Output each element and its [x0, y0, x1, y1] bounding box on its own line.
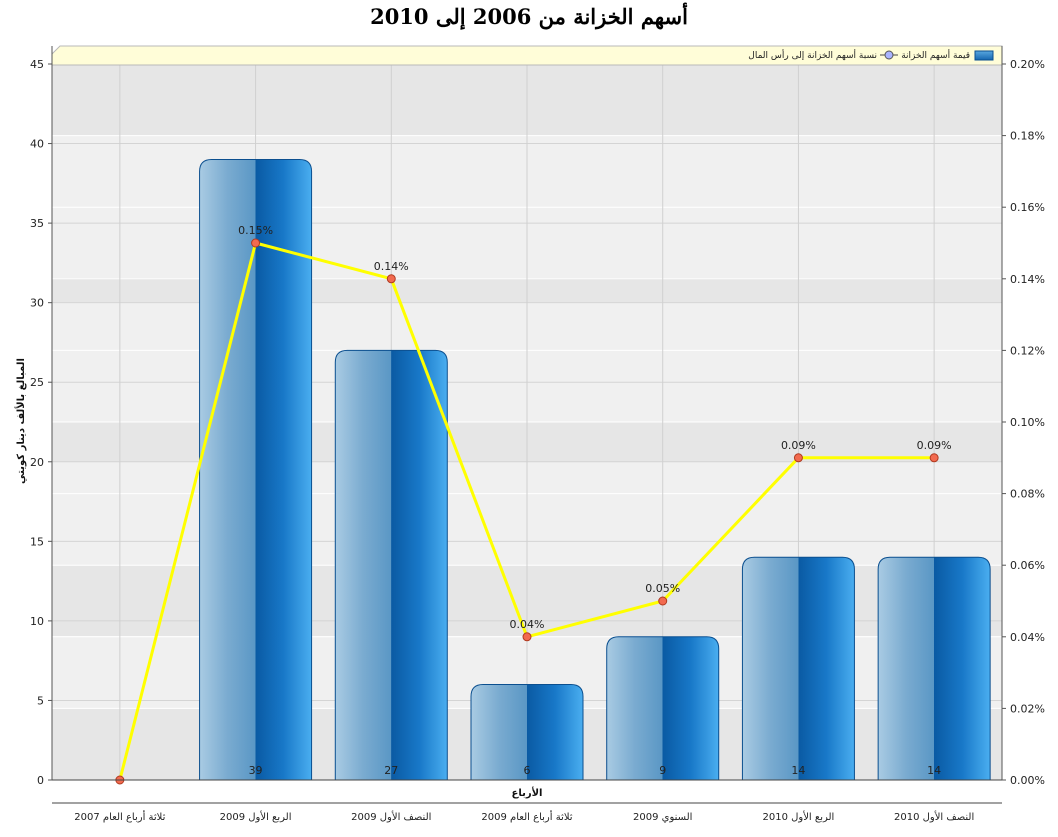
bar-value-label: 14 — [927, 764, 941, 777]
category-labels: ثلاثة أرباع العام 2007 الربع الأول 2009 ال… — [74, 810, 974, 823]
bar-value-label: 39 — [249, 764, 263, 777]
bar-value-label: 27 — [384, 764, 398, 777]
line-series: 0.15% 0.14% 0.04% 0.05% 0.09% 0.09% — [115, 224, 952, 785]
left-tick-label: 5 — [37, 694, 44, 707]
right-tick-label: 0.12% — [1010, 344, 1045, 357]
right-tick-label: 0.18% — [1010, 130, 1045, 143]
bar-data-labels: 39 27 6 9 14 14 — [249, 764, 942, 777]
bar-value-label: 9 — [659, 764, 666, 777]
right-tick-label: 0.02% — [1010, 702, 1045, 715]
category-label: الربع الأول 2010 — [763, 810, 835, 823]
bar-value-label: 14 — [791, 764, 805, 777]
left-tick-label: 35 — [30, 217, 44, 230]
category-label: النصف الأول 2009 — [351, 810, 431, 823]
right-tick-label: 0.10% — [1010, 416, 1045, 429]
right-tick-label: 0.06% — [1010, 559, 1045, 572]
right-tick-label: 0.08% — [1010, 488, 1045, 501]
x-axis-title: الأرباع — [512, 786, 543, 799]
left-axis-ticks: 0 5 10 15 20 25 30 35 40 45 — [30, 58, 52, 787]
left-tick-label: 10 — [30, 615, 44, 628]
bar — [199, 158, 313, 781]
y-axis-title: المبالغ بالألف دينار كويتي — [14, 358, 27, 484]
legend-bar-swatch — [974, 50, 994, 61]
bar — [334, 349, 448, 781]
left-tick-label: 30 — [30, 297, 44, 310]
legend: قيمة أسهم الخزانة نسبة أسهم الخزانة إلى … — [748, 49, 994, 61]
right-tick-label: 0.00% — [1010, 774, 1045, 787]
right-axis-ticks: 0.00% 0.02% 0.04% 0.06% 0.08% 0.10% 0.12% 0.14%… — [1002, 58, 1045, 787]
category-label: النصف الأول 2010 — [894, 810, 974, 823]
chart-title: أسهم الخزانة من 2006 إلى 2010 — [370, 2, 688, 30]
bar-value-label: 6 — [524, 764, 531, 777]
left-tick-label: 40 — [30, 138, 44, 151]
line-value-label: 0.05% — [645, 582, 680, 595]
bar — [470, 684, 584, 781]
legend-bar-label: قيمة أسهم الخزانة — [901, 49, 970, 61]
legend-line-label: نسبة أسهم الخزانة إلى رأس المال — [748, 49, 877, 61]
category-label: ثلاثة أرباع العام 2009 — [481, 810, 572, 823]
legend-line-marker — [884, 50, 894, 60]
left-tick-label: 45 — [30, 58, 44, 71]
left-tick-label: 15 — [30, 535, 44, 548]
bar — [877, 556, 991, 781]
line-point — [929, 453, 939, 463]
legend-box — [51, 45, 1003, 66]
left-tick-label: 20 — [30, 456, 44, 469]
line-point — [793, 453, 803, 463]
right-tick-label: 0.04% — [1010, 631, 1045, 644]
line-value-label: 0.09% — [781, 439, 816, 452]
left-tick-label: 25 — [30, 376, 44, 389]
line-value-label: 0.14% — [374, 260, 409, 273]
left-tick-label: 0 — [37, 774, 44, 787]
right-tick-label: 0.20% — [1010, 58, 1045, 71]
category-label: ثلاثة أرباع العام 2007 — [74, 810, 165, 823]
right-tick-label: 0.14% — [1010, 273, 1045, 286]
line-value-label: 0.04% — [510, 618, 545, 631]
axes — [51, 46, 1003, 804]
line-point — [522, 632, 532, 642]
category-label: السنوي 2009 — [633, 812, 692, 823]
line-point — [658, 596, 668, 606]
line-point — [386, 274, 396, 284]
line-value-label: 0.15% — [238, 224, 273, 237]
bar — [606, 636, 720, 781]
category-label: الربع الأول 2009 — [220, 810, 292, 823]
bar-series — [199, 158, 991, 781]
line-point — [251, 238, 261, 248]
line-value-label: 0.09% — [917, 439, 952, 452]
bar — [741, 556, 855, 781]
right-tick-label: 0.16% — [1010, 201, 1045, 214]
